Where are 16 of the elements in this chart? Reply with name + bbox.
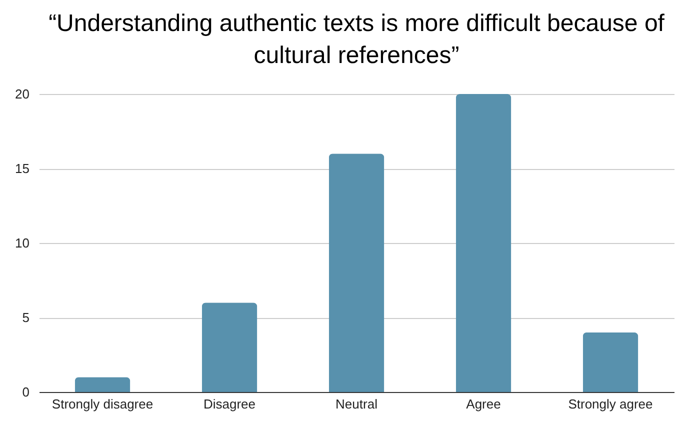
bar xyxy=(328,154,384,392)
x-tick-label: Disagree xyxy=(203,396,256,412)
bar xyxy=(456,94,512,392)
bar xyxy=(74,377,130,392)
y-tick-label: 0 xyxy=(22,384,30,400)
x-tick-label: Neutral xyxy=(336,396,378,412)
x-tick-label: Strongly disagree xyxy=(52,396,154,412)
y-tick-label: 15 xyxy=(15,161,30,176)
bar xyxy=(202,302,258,392)
y-tick-label: 20 xyxy=(15,86,30,102)
x-tick-label: Strongly agree xyxy=(568,396,653,412)
y-tick-label: 10 xyxy=(15,236,30,250)
y-tick-label: 5 xyxy=(22,310,30,325)
bar xyxy=(582,332,638,392)
chart-title: “Understanding authentic texts is more difficult because of cultural references” xyxy=(48,10,665,69)
x-tick-label: Agree xyxy=(466,396,501,412)
